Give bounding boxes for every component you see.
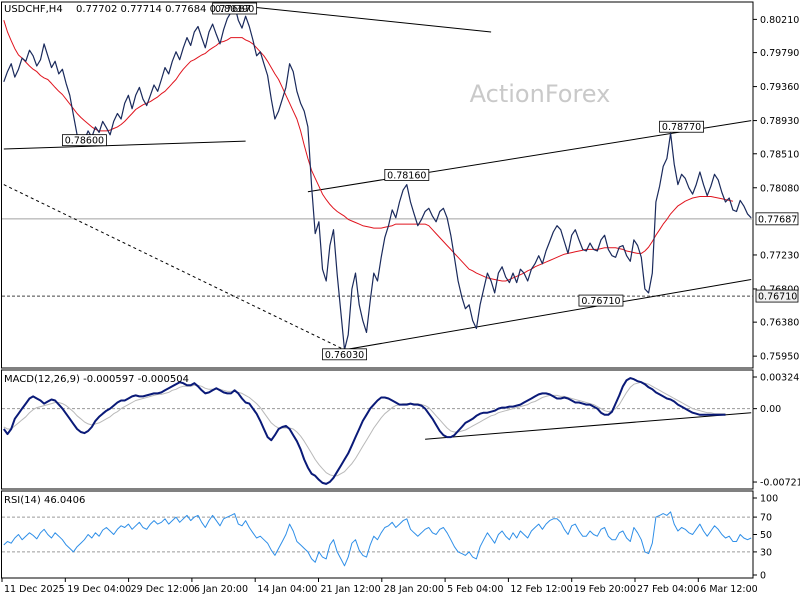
rsi-panel — [2, 511, 753, 567]
symbol-label: USDCHF,H4 — [4, 4, 63, 15]
price-axis-tick-label: 0.78080 — [760, 183, 799, 194]
price-label: 0.78160 — [387, 170, 426, 181]
x-axis-tick-label: 12 Feb 12:00 — [510, 584, 572, 595]
x-axis-tick-label: 5 Feb 04:00 — [447, 584, 503, 595]
macd-frame — [1, 369, 754, 490]
macd-axis-tick-label: 0.00 — [760, 404, 781, 415]
price-label-box — [578, 294, 624, 307]
price-label-box — [659, 120, 704, 133]
price-label-box — [62, 134, 107, 147]
price-label-box — [212, 2, 258, 15]
ohlc-label: 0.77702 0.77714 0.77684 0.77687 — [76, 4, 251, 15]
price-axis-tick-label: 0.75950 — [760, 352, 799, 363]
price-label: 0.78770 — [662, 122, 701, 133]
macd-main-line — [2, 377, 726, 485]
rsi-axis-tick-label: 70 — [760, 513, 772, 524]
rsi-line — [3, 511, 752, 567]
price-frame — [1, 1, 754, 369]
x-axis-tick-label: 19 Feb 20:00 — [574, 584, 636, 595]
price-label-box — [322, 348, 367, 361]
support-price-tag-box — [755, 289, 799, 303]
price-label: 0.76710 — [581, 296, 620, 307]
rsi-axis-tick-label: 0 — [760, 571, 766, 582]
price-trendline — [344, 279, 752, 351]
x-axis-tick-label: 21 Jan 12:00 — [321, 584, 381, 595]
x-axis-tick-label: 6 Jan 20:00 — [194, 584, 248, 595]
x-axis-tick-label: 14 Jan 04:00 — [257, 584, 317, 595]
x-axis-tick-label: 19 Dec 04:00 — [67, 584, 131, 595]
price-axis-tick-label: 0.78930 — [760, 116, 799, 127]
x-axis-tick-label: 29 Dec 12:00 — [131, 584, 195, 595]
current-price-tag-box — [755, 212, 799, 226]
macd-panel — [2, 377, 753, 485]
macd-signal-line — [3, 381, 726, 477]
rsi-axis-tick-label: 100 — [760, 494, 778, 505]
macd-trendline — [425, 412, 752, 440]
price-label: 0.80390 — [215, 4, 254, 15]
price-panel: 0.80390 0.78600 0.78160 0.76030 0.78770 0.767… — [2, 2, 753, 361]
x-axis-tick-label: 6 Mar 12:00 — [700, 584, 757, 595]
price-label-box — [384, 169, 430, 181]
current-price-tag: 0.77687 — [758, 214, 797, 225]
watermark-text: ActionForex — [470, 80, 611, 108]
price-label: 0.76030 — [325, 350, 364, 361]
price-axis-tick-label: 0.80210 — [760, 15, 799, 26]
price-label: 0.78600 — [65, 136, 104, 147]
macd-axis-tick-label: -0.007214 — [760, 478, 800, 489]
macd-axis-tick-label: 0.00324 — [760, 373, 799, 384]
price-axis-tick-label: 0.78510 — [760, 149, 799, 160]
moving-average-line — [3, 20, 734, 282]
price-axis-tick-label: 0.79790 — [760, 48, 799, 59]
price-axis-tick-label: 0.77230 — [760, 250, 799, 261]
price-line — [3, 4, 752, 351]
macd-title: MACD(12,26,9) -0.000597 -0.000504 — [4, 374, 189, 385]
x-axis-tick-label: 11 Dec 2025 — [4, 584, 65, 595]
rsi-axis-tick-label: 30 — [760, 547, 772, 558]
x-axis-tick-label: 27 Feb 04:00 — [637, 584, 699, 595]
price-axis-tick-label: 0.79360 — [760, 82, 799, 93]
y-axes: 0.80210 0.79790 0.79360 0.78930 0.78510 0.780… — [753, 15, 800, 582]
rsi-axis-tick-label: 50 — [760, 530, 772, 541]
support-price-tag: 0.76710 — [758, 292, 797, 303]
x-axis-tick-label: 28 Jan 20:00 — [384, 584, 444, 595]
rsi-title: RSI(14) 46.0406 — [4, 495, 85, 506]
price-trendline — [234, 4, 492, 33]
price-trendline — [3, 140, 246, 150]
x-axis: 11 Dec 2025 19 Dec 04:00 29 Dec 12:00 6 Jan… — [1, 578, 758, 595]
price-axis-tick-label: 0.76380 — [760, 318, 799, 329]
